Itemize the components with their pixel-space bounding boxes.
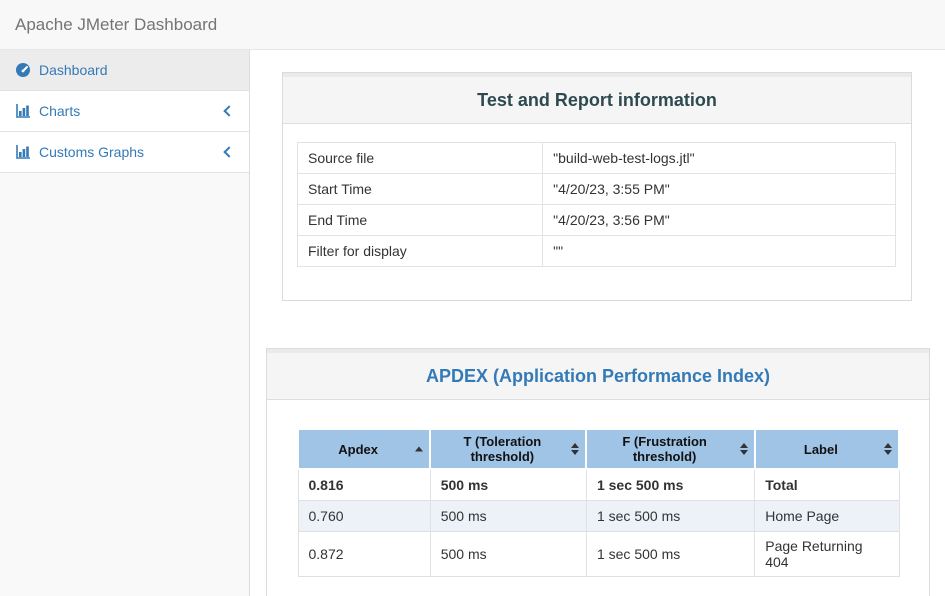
sidebar-item-label: Customs Graphs	[39, 144, 145, 160]
apdex-card: APDEX (Application Performance Index) Ap…	[266, 348, 930, 596]
sidebar-item-label: Dashboard	[39, 62, 108, 78]
toleration-value: 500 ms	[429, 530, 587, 577]
info-value: "4/20/23, 3:56 PM"	[542, 204, 896, 236]
toleration-value: 500 ms	[429, 499, 587, 532]
table-row: Source file "build-web-test-logs.jtl"	[296, 142, 896, 174]
top-navbar: Apache JMeter Dashboard	[0, 0, 945, 50]
table-row: End Time "4/20/23, 3:56 PM"	[296, 204, 896, 236]
column-header-apdex[interactable]: Apdex	[296, 428, 432, 470]
info-label: End Time	[296, 204, 544, 236]
column-header-toleration[interactable]: T (Toleration threshold)	[429, 428, 588, 470]
sidebar-item-charts[interactable]: Charts	[0, 91, 249, 132]
toleration-value: 500 ms	[429, 468, 587, 501]
main-content: Test and Report information Source file …	[250, 50, 945, 596]
apdex-value: 0.760	[297, 499, 431, 532]
sort-both-icon	[571, 443, 580, 455]
apdex-body: Apdex T (Toleration threshold) F (Frustr…	[267, 400, 929, 596]
column-header-label: T (Toleration threshold)	[463, 434, 542, 464]
test-report-info-card: Test and Report information Source file …	[282, 72, 912, 301]
test-report-info-body: Source file "build-web-test-logs.jtl" St…	[283, 124, 911, 300]
apdex-header-row: Apdex T (Toleration threshold) F (Frustr…	[296, 428, 901, 470]
column-header-label: Label	[803, 441, 838, 457]
column-header-label: Apdex	[338, 441, 378, 457]
table-row: Filter for display ""	[296, 235, 896, 267]
info-label: Filter for display	[296, 235, 544, 267]
sort-both-icon	[739, 443, 748, 455]
column-header-label-col[interactable]: Label	[753, 428, 901, 470]
column-header-frustration[interactable]: F (Frustration threshold)	[585, 428, 756, 470]
table-row: 0.816 500 ms 1 sec 500 ms Total	[297, 468, 900, 501]
info-value: "build-web-test-logs.jtl"	[542, 142, 896, 174]
sort-both-icon	[884, 443, 892, 455]
card-top-strip	[267, 349, 929, 353]
sidebar-item-dashboard[interactable]: Dashboard	[0, 50, 249, 91]
apdex-table: Apdex T (Toleration threshold) F (Frustr…	[296, 428, 901, 577]
info-label: Start Time	[296, 173, 544, 205]
bar-chart-icon	[15, 103, 31, 119]
column-header-label: F (Frustration threshold)	[622, 434, 707, 464]
sort-ascending-icon	[415, 446, 424, 452]
card-top-strip	[283, 73, 911, 77]
chevron-left-icon[interactable]	[223, 146, 235, 158]
sidebar-item-customs-graphs[interactable]: Customs Graphs	[0, 132, 249, 173]
info-label: Source file	[296, 142, 544, 174]
app-title: Apache JMeter Dashboard	[15, 14, 218, 34]
label-value: Home Page	[754, 499, 900, 532]
label-value: Page Returning 404	[754, 530, 900, 577]
sidebar-item-label: Charts	[39, 103, 81, 119]
label-value: Total	[754, 468, 900, 501]
info-value: ""	[542, 235, 896, 267]
apdex-value: 0.872	[297, 530, 431, 577]
table-row: 0.872 500 ms 1 sec 500 ms Page Returning…	[297, 530, 900, 577]
info-value: "4/20/23, 3:55 PM"	[542, 173, 896, 205]
apdex-value: 0.816	[297, 468, 431, 501]
apdex-title: APDEX (Application Performance Index)	[267, 353, 929, 400]
test-report-info-table: Source file "build-web-test-logs.jtl" St…	[296, 142, 896, 267]
sidebar: Dashboard Charts	[0, 50, 250, 596]
chevron-left-icon[interactable]	[223, 105, 235, 117]
tachometer-icon	[15, 62, 31, 78]
table-row: 0.760 500 ms 1 sec 500 ms Home Page	[297, 499, 900, 532]
bar-chart-icon	[15, 144, 31, 160]
frustration-value: 1 sec 500 ms	[585, 499, 756, 532]
frustration-value: 1 sec 500 ms	[585, 530, 756, 577]
frustration-value: 1 sec 500 ms	[585, 468, 756, 501]
table-row: Start Time "4/20/23, 3:55 PM"	[296, 173, 896, 205]
test-report-info-title: Test and Report information	[283, 77, 911, 124]
